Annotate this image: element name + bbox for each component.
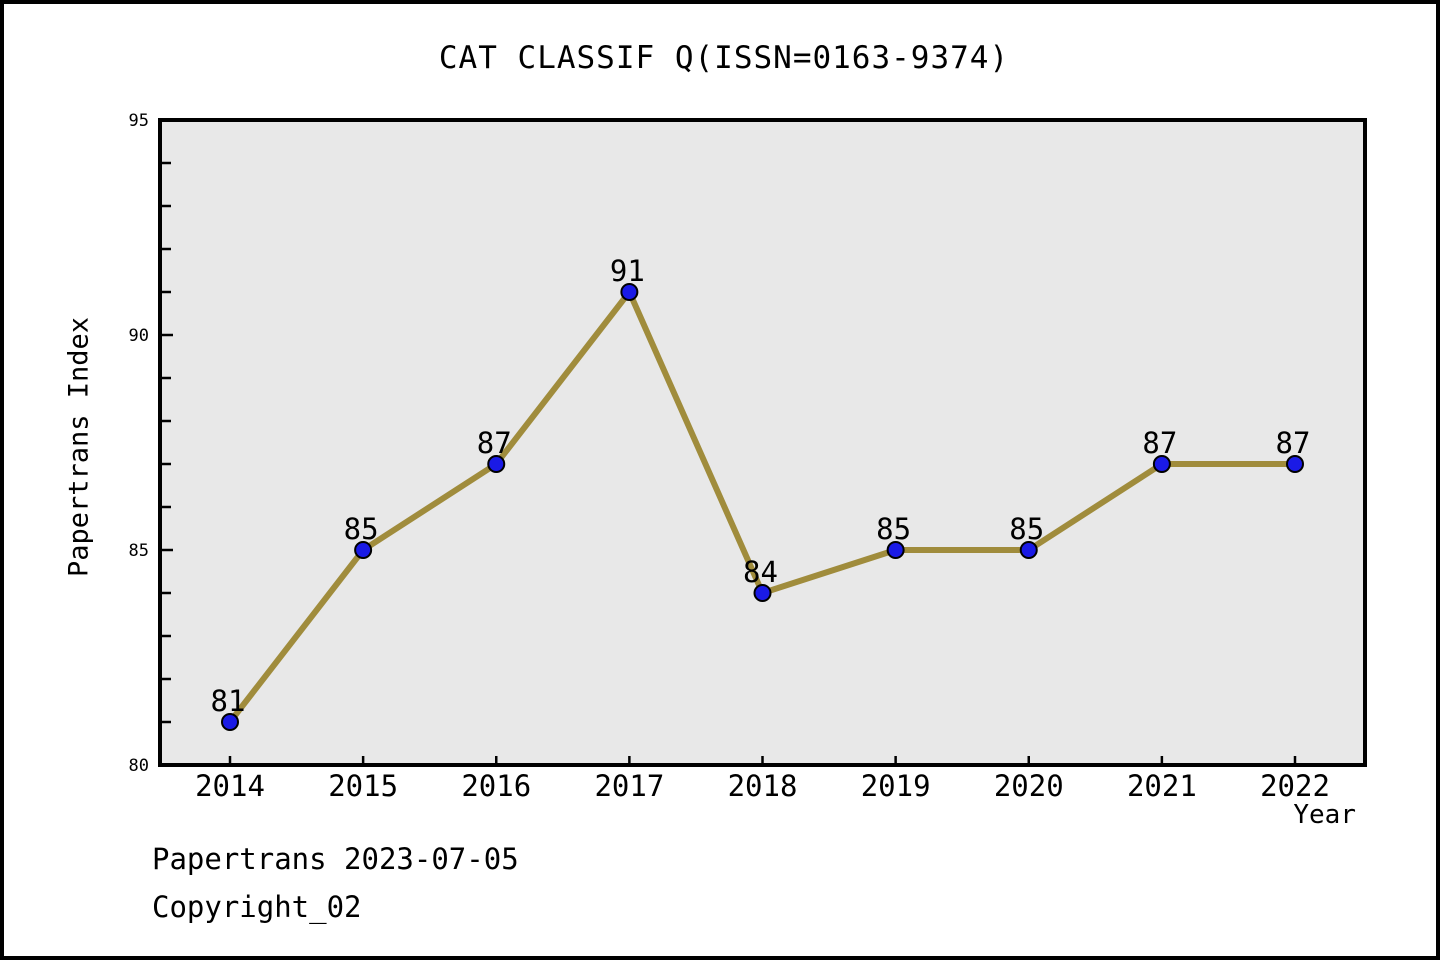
y-axis-title: Papertrans Index (63, 316, 95, 578)
x-tick-label: 2015 (328, 769, 398, 803)
data-point-label: 84 (743, 555, 778, 589)
data-point-label: 87 (477, 426, 512, 460)
data-point-label: 91 (610, 254, 645, 288)
x-tick-label: 2021 (1127, 769, 1197, 803)
x-tick-label: 2019 (861, 769, 931, 803)
data-point (1019, 541, 1038, 559)
footer-watermark: Papertrans 2023-07-05 (152, 842, 519, 876)
x-tick-label: 2022 (1260, 769, 1330, 803)
data-point (1152, 455, 1171, 473)
x-tick-label: 2016 (461, 769, 531, 803)
y-tick-label: 95 (129, 111, 149, 131)
plot-border (158, 118, 1367, 767)
data-point (354, 541, 373, 559)
x-tick-label: 2020 (994, 769, 1064, 803)
x-tick-label: 2017 (594, 769, 664, 803)
chart-title: CAT CLASSIF Q(ISSN=0163-9374) (438, 40, 1010, 76)
data-point-label: 85 (1009, 512, 1044, 546)
data-point (886, 541, 905, 559)
data-point-label: 85 (876, 512, 911, 546)
data-point (487, 455, 506, 473)
plot-background (160, 120, 1365, 765)
data-point (753, 584, 772, 602)
line-chart-plot: 80 85 90 95 2014 2015 2016 2017 2018 2019 2020 2021… (129, 111, 1367, 803)
y-tick-label: 80 (129, 756, 149, 776)
y-tick-label: 90 (129, 326, 149, 346)
data-point-label: 87 (1276, 426, 1311, 460)
data-point-label: 85 (344, 512, 379, 546)
data-point (1286, 455, 1304, 473)
data-point (221, 713, 239, 731)
x-tick-label: 2018 (728, 769, 798, 803)
data-point (620, 283, 639, 301)
data-point-label: 81 (211, 684, 246, 718)
y-tick-label: 85 (129, 541, 149, 561)
x-axis-title: Year (1293, 800, 1356, 830)
footer-copyright: Copyright_02 (152, 890, 362, 924)
data-point-label: 87 (1142, 426, 1177, 460)
x-tick-label: 2014 (195, 769, 265, 803)
